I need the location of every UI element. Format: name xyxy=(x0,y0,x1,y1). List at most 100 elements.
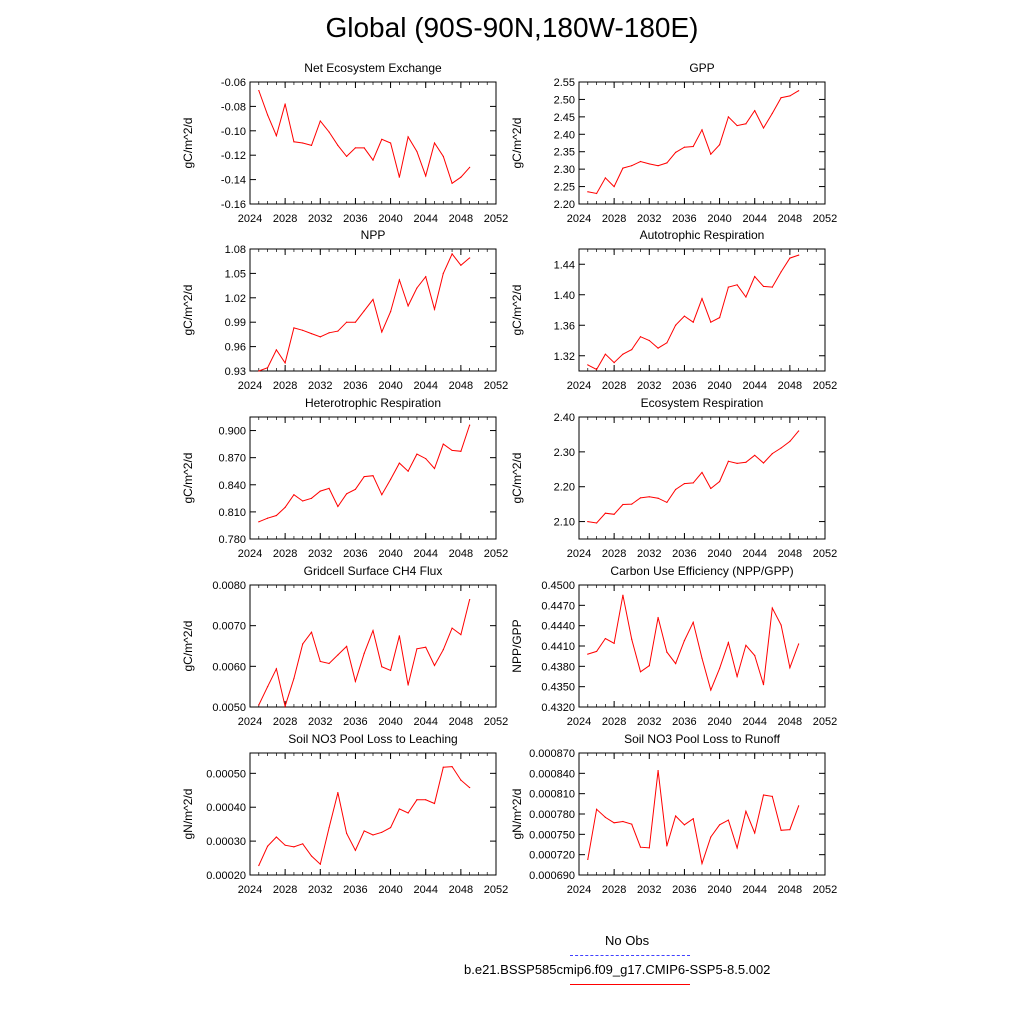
data-point xyxy=(639,160,642,163)
x-tick-label: 2032 xyxy=(308,548,332,560)
series-line xyxy=(587,595,800,692)
data-point xyxy=(771,453,773,455)
y-tick-label: 0.4410 xyxy=(541,641,575,653)
data-point xyxy=(328,332,330,334)
data-point xyxy=(433,664,436,667)
y-tick-label: 1.36 xyxy=(554,320,575,332)
x-tick-label: 2040 xyxy=(707,380,731,392)
data-point xyxy=(648,496,650,498)
legend-obs-line xyxy=(570,955,690,956)
data-point xyxy=(389,669,392,672)
x-tick-label: 2044 xyxy=(742,213,766,225)
data-point xyxy=(727,460,729,462)
y-tick-label: 0.000870 xyxy=(529,748,575,760)
data-point xyxy=(683,482,686,485)
data-point xyxy=(354,680,357,682)
y-tick-label: 2.20 xyxy=(554,199,575,211)
data-point xyxy=(451,627,453,629)
chart-title: Carbon Use Efficiency (NPP/GPP) xyxy=(610,564,793,578)
data-point xyxy=(727,819,729,821)
data-point xyxy=(762,794,765,796)
data-point xyxy=(683,315,686,317)
chart-title: Net Ecosystem Exchange xyxy=(304,61,442,75)
x-tick-label: 2032 xyxy=(308,380,332,392)
chart-panel-9: Soil NO3 Pool Loss to Leaching gN/m^2/d 20… xyxy=(181,732,508,896)
data-point xyxy=(407,470,409,472)
data-point xyxy=(354,147,357,149)
x-tick-label: 2024 xyxy=(567,716,591,728)
chart-panel-7: Gridcell Surface CH4 Flux gC/m^2/d 2024 202… xyxy=(181,564,508,728)
data-point xyxy=(675,663,677,665)
data-point xyxy=(398,176,400,178)
x-tick-label: 2044 xyxy=(742,548,766,560)
data-point xyxy=(275,668,277,670)
data-point xyxy=(683,824,686,826)
data-point xyxy=(789,828,791,831)
x-tick-label: 2028 xyxy=(602,548,626,560)
data-point xyxy=(451,182,453,184)
x-tick-label: 2036 xyxy=(343,380,367,392)
y-tick-label: 0.4440 xyxy=(541,621,575,633)
data-point xyxy=(416,453,418,455)
data-point xyxy=(310,144,313,147)
data-point xyxy=(648,847,650,849)
data-point xyxy=(718,144,721,146)
data-point xyxy=(460,634,462,636)
y-tick-label: 0.0060 xyxy=(212,661,246,673)
data-point xyxy=(363,652,365,654)
data-point xyxy=(425,276,427,278)
y-tick-label: 0.4470 xyxy=(541,600,575,612)
plot-frame xyxy=(578,752,826,876)
plot-frame xyxy=(249,752,497,876)
data-point xyxy=(692,621,694,623)
data-point xyxy=(416,799,418,801)
data-point xyxy=(302,142,304,144)
data-point xyxy=(727,286,729,288)
data-point xyxy=(275,349,277,351)
y-tick-label: 0.93 xyxy=(225,366,246,378)
x-tick-label: 2040 xyxy=(707,548,731,560)
data-point xyxy=(407,305,409,307)
x-tick-label: 2028 xyxy=(602,716,626,728)
data-point xyxy=(328,826,330,829)
data-point xyxy=(337,792,339,794)
data-point xyxy=(631,638,633,640)
series-line xyxy=(258,424,471,523)
data-point xyxy=(666,342,668,344)
y-axis-label: gC/m^2/d xyxy=(181,118,195,169)
data-point xyxy=(701,129,703,131)
data-point xyxy=(613,642,615,644)
plot-frame xyxy=(578,584,826,708)
y-tick-label: 0.000780 xyxy=(529,809,575,821)
x-tick-label: 2036 xyxy=(672,716,696,728)
data-point xyxy=(328,662,330,665)
chart-title: Soil NO3 Pool Loss to Runoff xyxy=(624,732,781,746)
data-point xyxy=(745,461,747,463)
data-point xyxy=(275,836,277,838)
y-tick-label: 1.32 xyxy=(554,351,575,363)
data-point xyxy=(266,517,269,519)
data-point xyxy=(284,844,286,846)
data-point xyxy=(789,440,791,442)
x-tick-label: 2024 xyxy=(238,716,262,728)
series-line xyxy=(258,90,470,185)
y-tick-label: 0.000810 xyxy=(529,789,575,801)
data-point xyxy=(328,131,330,133)
x-tick-label: 2044 xyxy=(413,213,437,225)
chart-panel-8: Carbon Use Efficiency (NPP/GPP) NPP/GPP 20… xyxy=(510,564,837,728)
x-tick-label: 2036 xyxy=(672,548,696,560)
data-point xyxy=(293,677,295,680)
data-point xyxy=(346,155,348,158)
y-tick-label: 2.20 xyxy=(554,482,575,494)
data-point xyxy=(381,831,383,833)
y-tick-label: 2.50 xyxy=(554,94,575,106)
data-point xyxy=(648,339,650,342)
data-point xyxy=(460,176,462,178)
data-point xyxy=(319,120,321,122)
y-tick-label: 2.40 xyxy=(554,129,575,141)
data-point xyxy=(631,823,633,825)
chart-panel-6: Ecosystem Respiration gC/m^2/d 2024 2028 203… xyxy=(510,396,837,560)
data-point xyxy=(293,327,295,329)
x-tick-label: 2024 xyxy=(567,884,591,896)
data-point xyxy=(310,855,313,857)
